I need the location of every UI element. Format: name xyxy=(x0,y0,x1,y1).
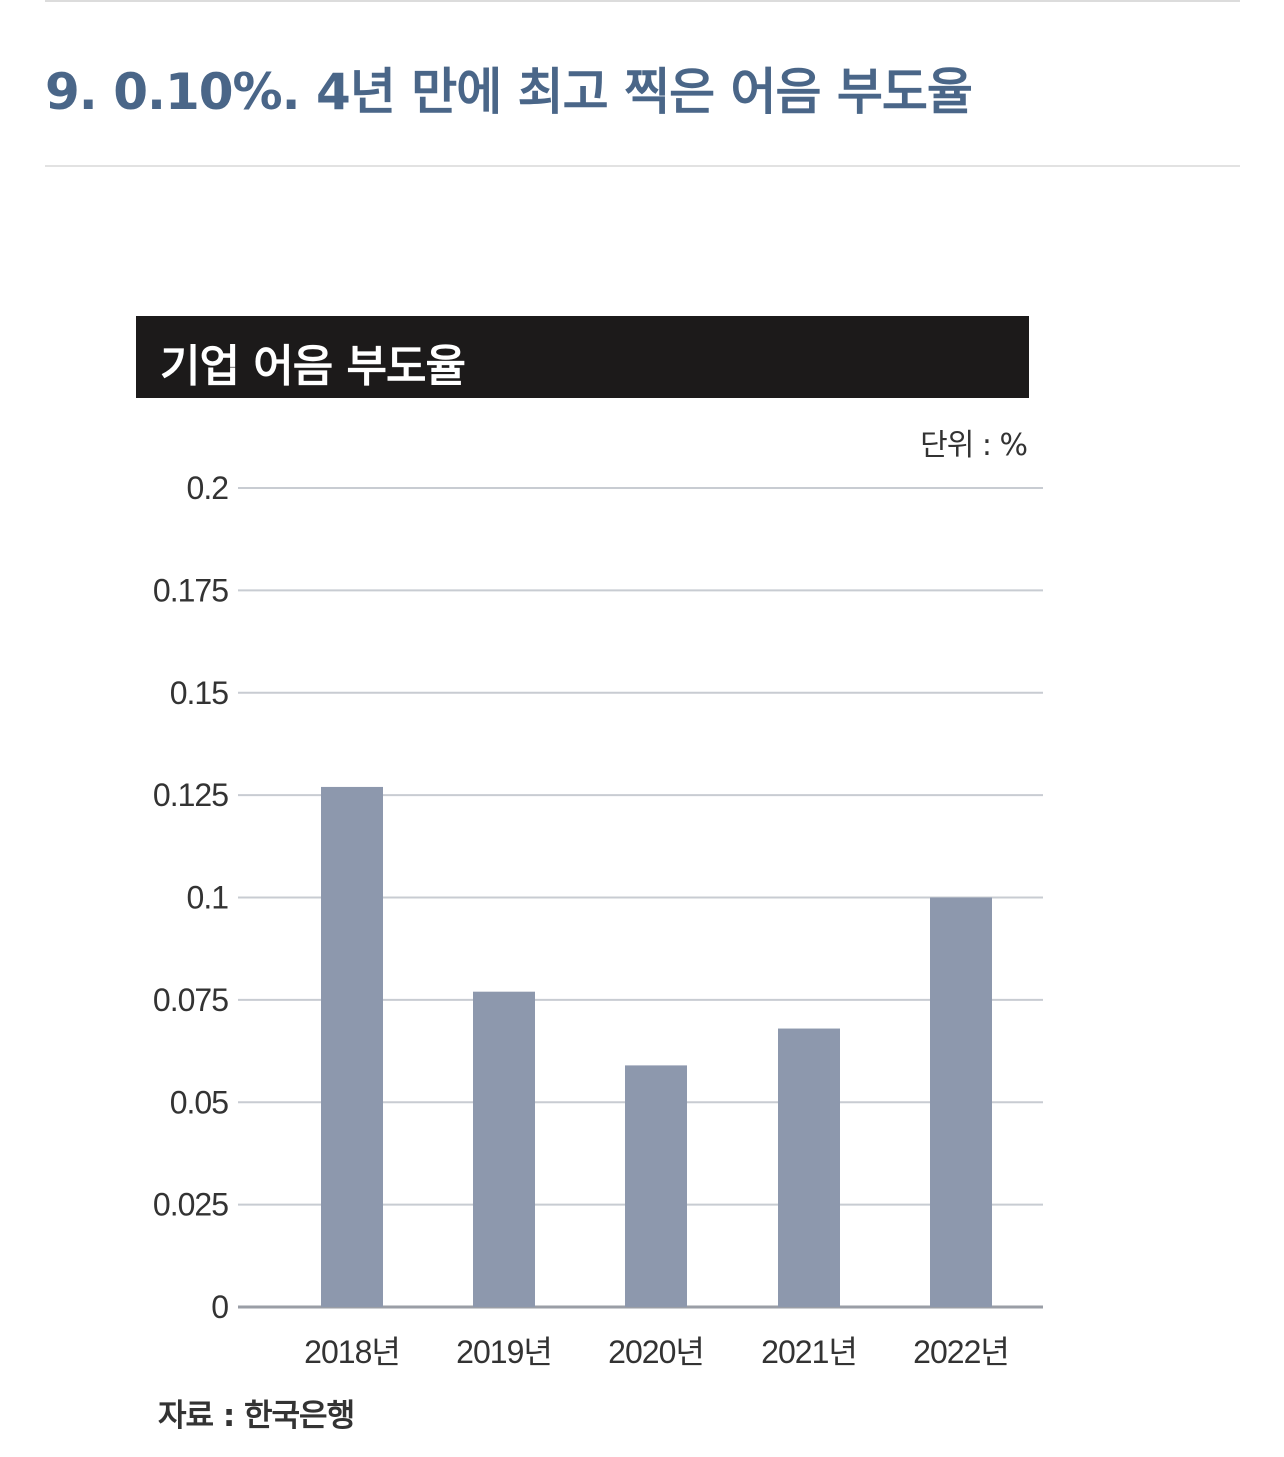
y-tick-label: 0.075 xyxy=(153,982,228,1018)
chart-title: 기업 어음 부도율 xyxy=(160,341,466,392)
bars xyxy=(321,786,992,1307)
x-tick-label: 2019년 xyxy=(456,1334,552,1370)
y-tick-label: 0.025 xyxy=(153,1187,228,1223)
y-tick-label: 0.15 xyxy=(170,675,228,711)
bar xyxy=(473,991,535,1307)
bar xyxy=(778,1028,840,1307)
bar xyxy=(625,1065,687,1307)
chart-title-bar: 기업 어음 부도율 xyxy=(136,316,1029,398)
bar xyxy=(930,897,992,1307)
y-tick-label: 0 xyxy=(211,1289,228,1325)
x-axis-ticks: 2018년 2019년 2020년 2021년 2022년 xyxy=(304,1334,1010,1370)
y-tick-label: 0.175 xyxy=(153,572,228,608)
y-tick-label: 0.2 xyxy=(187,470,229,506)
heading-divider xyxy=(45,165,1240,167)
top-divider xyxy=(45,0,1240,2)
y-tick-label: 0.1 xyxy=(187,880,229,916)
y-tick-label: 0.05 xyxy=(170,1084,228,1120)
y-tick-label: 0.125 xyxy=(153,777,228,813)
unit-label: 단위 : % xyxy=(920,428,1028,463)
source-label: 자료 : 한국은행 xyxy=(158,1398,355,1434)
x-tick-label: 2020년 xyxy=(608,1334,704,1370)
bar xyxy=(321,786,383,1307)
x-tick-label: 2022년 xyxy=(913,1334,1009,1370)
x-tick-label: 2021년 xyxy=(761,1334,857,1370)
y-axis-ticks: 0 0.025 0.05 0.075 0.1 0.125 0.15 0.175 0.2 xyxy=(153,470,229,1325)
section-heading: 9. 0.10%. 4년 만에 최고 찍은 어음 부도율 xyxy=(45,63,973,121)
x-tick-label: 2018년 xyxy=(304,1334,400,1370)
